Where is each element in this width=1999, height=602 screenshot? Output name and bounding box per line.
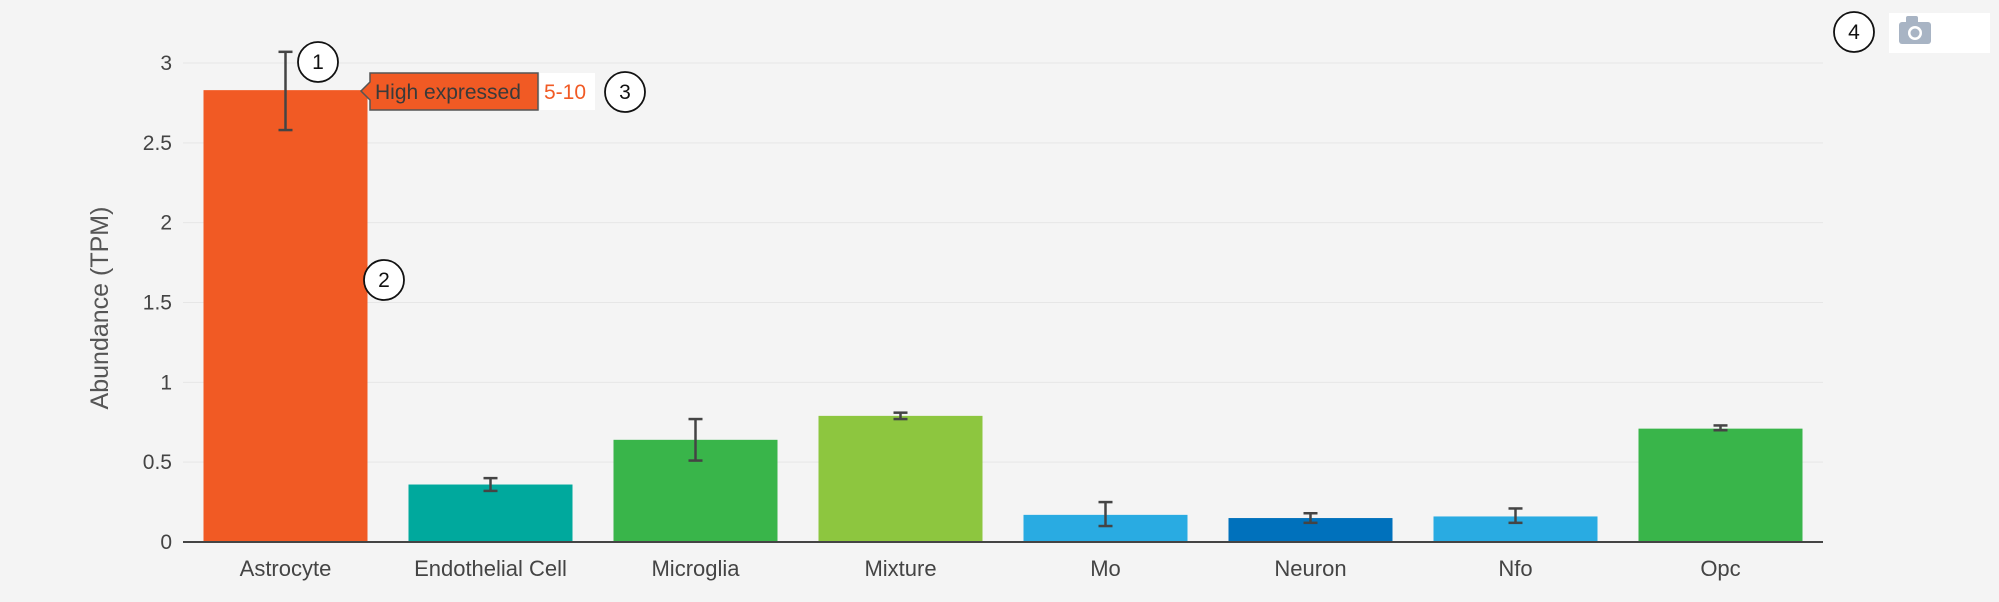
y-tick-label: 1 — [160, 371, 172, 394]
callout-circle — [297, 41, 339, 83]
x-tick-label: Neuron — [1274, 556, 1346, 581]
y-tick-label: 1.5 — [143, 292, 172, 315]
x-tick-label: Nfo — [1498, 556, 1532, 581]
x-tick-label: Astrocyte — [240, 556, 332, 581]
tooltip-range-bg — [540, 73, 595, 110]
y-tick-label: 2 — [160, 212, 172, 235]
y-tick-label: 0 — [160, 531, 172, 554]
x-tick-label: Opc — [1700, 556, 1740, 581]
camera-icon[interactable] — [1899, 16, 1931, 44]
tooltip-range: 5-10 — [544, 81, 586, 104]
bar — [1228, 518, 1393, 542]
y-tick-label: 0.5 — [143, 451, 172, 474]
hover-tooltip: High expressed 5-10 — [359, 72, 595, 111]
bar — [408, 484, 573, 542]
bars — [203, 90, 1803, 542]
x-tick-label: Microglia — [651, 556, 740, 581]
callout-3: 3 — [604, 71, 646, 113]
x-tick-label: Endothelial Cell — [414, 556, 567, 581]
tooltip-label: High expressed — [375, 81, 521, 104]
bar — [1638, 428, 1803, 542]
bar — [818, 415, 983, 542]
callout-number: 1 — [312, 51, 324, 74]
y-tick-label: 3 — [160, 52, 172, 75]
callout-circle — [363, 259, 405, 301]
y-tick-labels: 0 0.5 1 1.5 2 2.5 3 — [143, 52, 172, 554]
x-tick-label: Mixture — [864, 556, 936, 581]
x-tick-label: Mo — [1090, 556, 1121, 581]
error-bars — [278, 50, 1728, 528]
x-tick-labels: Astrocyte Endothelial Cell Microglia Mixtur… — [240, 556, 1741, 581]
gridlines — [183, 62, 1823, 463]
callout-number: 4 — [1848, 21, 1860, 44]
tooltip-box — [359, 72, 539, 111]
callout-circle — [604, 71, 646, 113]
y-tick-label: 2.5 — [143, 132, 172, 155]
callout-1: 1 — [297, 41, 339, 83]
callout-4: 4 — [1833, 11, 1875, 53]
y-axis-label: Abundance (TPM) — [86, 207, 114, 410]
callout-number: 3 — [619, 81, 631, 104]
bar — [203, 90, 368, 542]
callout-circle — [1833, 11, 1875, 53]
callout-number: 2 — [378, 269, 390, 292]
callout-2: 2 — [363, 259, 405, 301]
download-plot-button[interactable] — [1889, 13, 1990, 53]
